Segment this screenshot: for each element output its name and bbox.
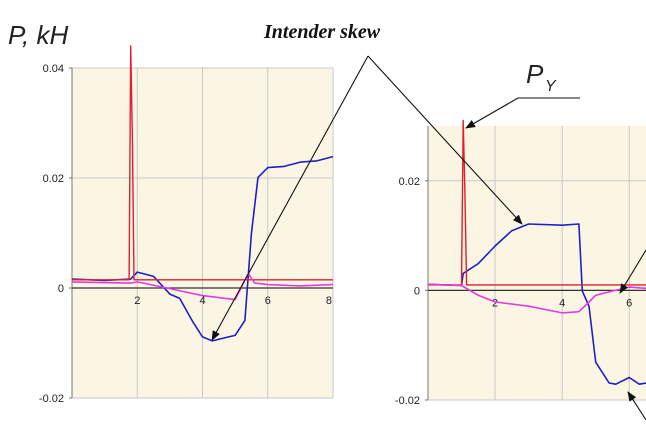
x-tick-label: 4 (559, 297, 565, 309)
y-axis-label: P, kH (8, 20, 68, 50)
chart-panel-right: 0.02 0 -0.02 2 4 6 (395, 119, 646, 407)
y-tick-label: 0 (58, 283, 64, 295)
annotation-intender-skew: Intender skew (263, 21, 381, 43)
chart-panel-left: 0.04 0.02 0 -0.02 2 4 6 8 (39, 45, 334, 405)
arrow-skew-left (211, 55, 369, 341)
arrow-skew-right (367, 55, 523, 225)
x-tick-label: 6 (626, 297, 632, 309)
force-label-main: P (526, 59, 544, 89)
y-tick-label: -0.02 (39, 393, 64, 405)
y-tick-label: 0 (414, 285, 420, 297)
force-label-subscript: Y (545, 78, 557, 95)
y-tick-label: -0.02 (395, 395, 420, 407)
arrow-bottom-right (627, 391, 646, 421)
x-tick-label: 2 (492, 297, 498, 309)
series-line-blue (427, 223, 646, 385)
x-tick-label: 2 (134, 295, 140, 307)
force-label: P Y (526, 59, 557, 95)
arrow-force-leader (465, 97, 580, 129)
series-line-red (72, 45, 333, 281)
y-tick-label: 0.02 (399, 176, 420, 188)
arrow-right-curve (619, 249, 646, 294)
plot-area (428, 126, 646, 400)
y-tick-label: 0.04 (43, 63, 64, 75)
series-line-blue (71, 155, 334, 342)
y-tick-label: 0.02 (43, 173, 64, 185)
series-line-magenta (71, 272, 334, 301)
series-line-magenta (427, 283, 646, 314)
x-tick-label: 4 (199, 295, 205, 307)
x-tick-label: 6 (265, 295, 271, 307)
annotation-arrows (211, 55, 646, 421)
x-tick-label: 8 (326, 295, 332, 307)
